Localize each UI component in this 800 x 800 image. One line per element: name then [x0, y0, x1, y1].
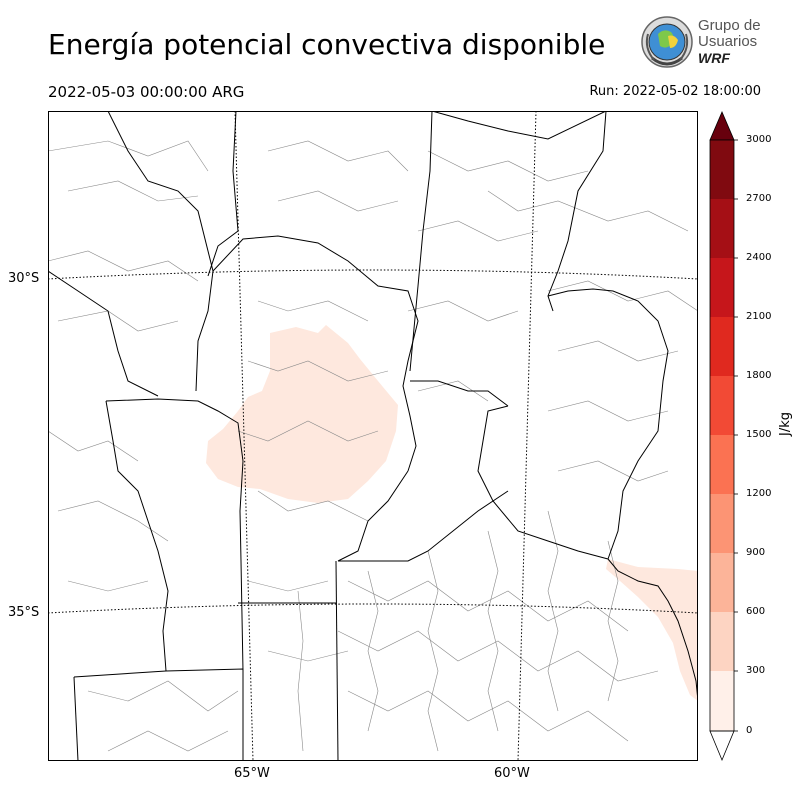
province-borders [48, 111, 698, 761]
colorbar-bin-2700-3000 [710, 140, 734, 199]
colorbar-tick-1200: 1200 [746, 488, 772, 499]
lat-label-35s: 35°S [8, 605, 40, 620]
colorbar-min-arrow [709, 730, 735, 762]
lat-label-30s: 30°S [8, 271, 40, 286]
logo-line-3: WRF [698, 50, 730, 66]
valid-time: 2022-05-03 00:00:00 ARG [48, 83, 245, 101]
map-frame [48, 111, 698, 761]
logo-line-1: Grupo de [698, 17, 761, 34]
colorbar-bin-2400-2700 [710, 199, 734, 258]
colorbar-unit-label: J/kg [778, 412, 793, 436]
lon-label-60w: 60°W [494, 766, 530, 781]
colorbar-bin-600-900 [710, 553, 734, 612]
map-title: Energía potencial convectiva disponible [48, 28, 606, 61]
colorbar-tick-2700: 2700 [746, 193, 772, 204]
colorbar-bin-1200-1500 [710, 435, 734, 494]
colorbar-bin-300-600 [710, 612, 734, 671]
colorbar-tick-2400: 2400 [746, 252, 772, 263]
colorbar-tick-1800: 1800 [746, 370, 772, 381]
cape-area-coast [606, 559, 698, 701]
cape-area-central [206, 325, 398, 503]
colorbar-bin-1500-1800 [710, 376, 734, 435]
colorbar-tick-3000: 3000 [746, 134, 772, 145]
colorbar-tick-2100: 2100 [746, 311, 772, 322]
wrf-group-logo: Grupo de Usuarios WRF [638, 14, 761, 72]
colorbar [709, 110, 738, 762]
colorbar-bin-0-300 [710, 671, 734, 731]
colorbar-tick-900: 900 [746, 547, 766, 558]
globe-icon [641, 16, 693, 68]
colorbar-tick-0: 0 [746, 725, 753, 736]
cape-map [48, 111, 698, 761]
colorbar-tick-1500: 1500 [746, 429, 772, 440]
colorbar-tick-600: 600 [746, 606, 766, 617]
colorbar-bin-900-1200 [710, 494, 734, 553]
colorbar-bin-1800-2100 [710, 317, 734, 376]
run-time: Run: 2022-05-02 18:00:00 [589, 84, 761, 99]
colorbar-bin-2100-2400 [710, 258, 734, 317]
graticule [48, 111, 698, 761]
lon-label-65w: 65°W [234, 766, 270, 781]
department-lines [48, 140, 698, 752]
logo-line-2: Usuarios [698, 33, 758, 50]
colorbar-tick-300: 300 [746, 665, 766, 676]
colorbar-max-arrow [709, 110, 735, 141]
